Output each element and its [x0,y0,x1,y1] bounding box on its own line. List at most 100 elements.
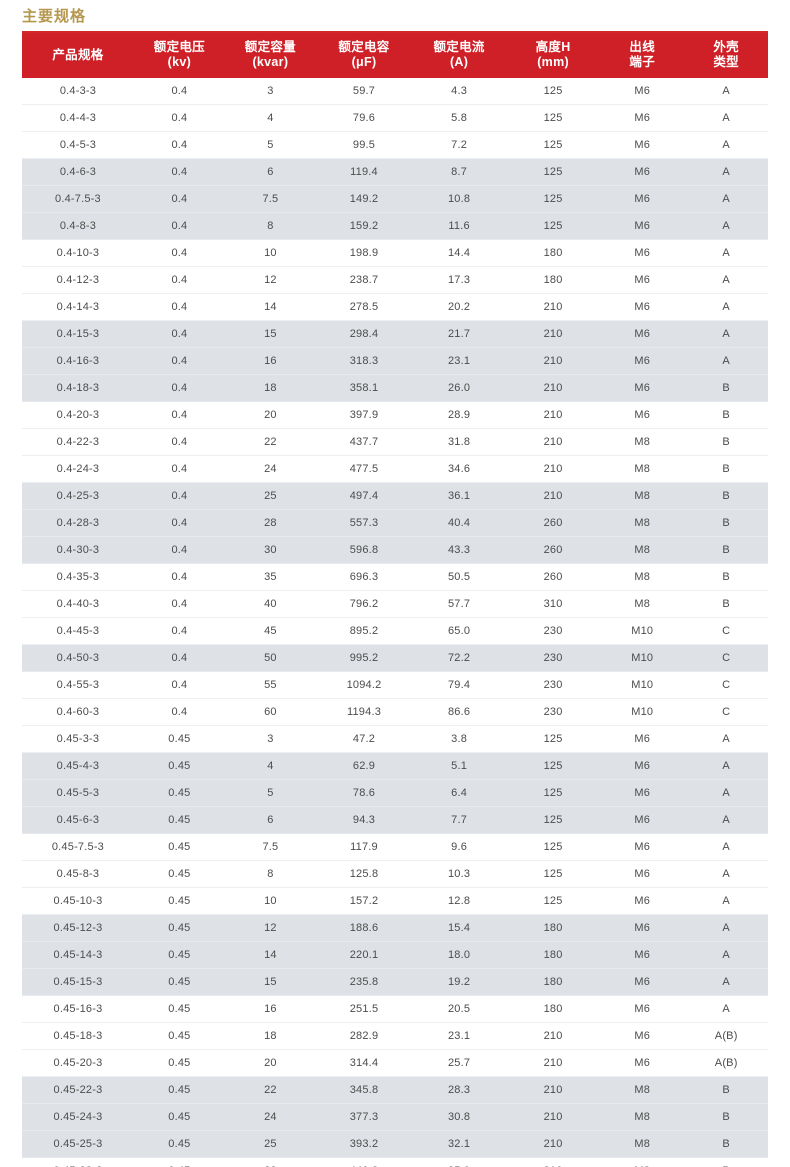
cell-height: 180 [506,995,601,1023]
cell-rated-voltage: 0.4 [133,428,225,456]
cell-rated-current: 36.1 [412,482,507,510]
cell-product-spec: 0.45-18-3 [22,1022,134,1050]
cell-rated-capacity: 20 [224,1049,316,1077]
table-body: 0.4-3-3 0.4 3 59.7 4.3 125 M6 A 0.4-4-3 0.4 4 79.6 5… [22,78,768,1167]
cell-rated-current: 15.4 [412,914,507,942]
cell-rated-capacitance: 62.9 [315,752,413,780]
cell-rated-voltage: 0.45 [133,1130,225,1158]
table-row: 0.4-15-3 0.4 15 298.4 21.7 210 M6 A [22,320,768,348]
cell-height: 260 [506,536,601,564]
cell-rated-capacitance: 159.2 [315,212,413,240]
cell-case-type: A [684,887,768,915]
cell-rated-capacitance: 314.4 [315,1049,413,1077]
cell-case-type: B [684,1130,768,1158]
cell-terminal: M6 [600,887,685,915]
cell-height: 125 [506,806,601,834]
cell-rated-capacitance: 198.9 [315,239,413,267]
table-row: 0.4-28-3 0.4 28 557.3 40.4 260 M8 B [22,509,768,537]
cell-product-spec: 0.45-7.5-3 [22,833,134,861]
cell-rated-capacity: 6 [224,158,316,186]
cell-terminal: M6 [600,374,685,402]
cell-height: 260 [506,563,601,591]
cell-height: 125 [506,212,601,240]
cell-product-spec: 0.4-60-3 [22,698,134,726]
table-row: 0.45-28-30.4528440.335.9210M8B [22,1157,768,1167]
cell-rated-voltage: 0.4 [133,671,225,699]
cell-case-type: A [684,752,768,780]
cell-product-spec: 0.4-14-3 [22,293,134,321]
table-row: 0.4-7.5-3 0.4 7.5 149.2 10.8 125 M6 A [22,185,768,213]
cell-rated-current: 14.4 [412,239,507,267]
cell-rated-current: 12.8 [412,887,507,915]
cell-rated-current: 40.4 [412,509,507,537]
column-header-terminal: 出线 端子 [600,33,685,78]
cell-rated-capacity: 24 [224,1103,316,1131]
cell-case-type: A [684,806,768,834]
column-header-name: 出线 [629,40,656,54]
cell-rated-current: 31.8 [412,428,507,456]
cell-rated-capacitance: 119.4 [315,158,413,186]
cell-product-spec: 0.4-22-3 [22,428,134,456]
column-header-unit: (kvar) [252,55,289,69]
table-row: 0.45-10-3 0.45 10 157.2 12.8 125 M6 A [22,887,768,915]
cell-height: 125 [506,833,601,861]
cell-height: 210 [506,455,601,483]
cell-terminal: M8 [600,509,685,537]
cell-rated-capacitance: 94.3 [315,806,413,834]
cell-case-type: A [684,293,768,321]
table-row: 0.45-3-3 0.45 3 47.2 3.8 125 M6 A [22,725,768,753]
cell-height: 210 [506,1022,601,1050]
cell-rated-current: 5.8 [412,104,507,132]
table-row: 0.4-60-3 0.4 60 1194.3 86.6 230 M10 C [22,698,768,726]
cell-rated-capacity: 8 [224,212,316,240]
cell-case-type: C [684,698,768,726]
cell-rated-capacity: 35 [224,563,316,591]
cell-terminal: M6 [600,806,685,834]
cell-rated-current: 32.1 [412,1130,507,1158]
cell-terminal: M8 [600,1103,685,1131]
table-row: 0.45-6-3 0.45 6 94.3 7.7 125 M6 A [22,806,768,834]
cell-terminal: M6 [600,320,685,348]
cell-rated-capacitance: 1194.3 [315,698,413,726]
cell-case-type: B [684,1157,768,1167]
cell-height: 125 [506,78,601,105]
column-header-unit: (kv) [167,55,192,69]
table-row: 0.45-18-3 0.45 18 282.9 23.1 210 M6 A(B) [22,1022,768,1050]
cell-case-type: B [684,428,768,456]
cell-product-spec: 0.45-25-3 [22,1130,134,1158]
cell-rated-current: 11.6 [412,212,507,240]
cell-product-spec: 0.4-4-3 [22,104,134,132]
cell-rated-capacity: 12 [224,266,316,294]
cell-case-type: A [684,78,768,105]
cell-rated-capacitance: 440.3 [315,1157,413,1167]
table-row: 0.45-20-3 0.45 20 314.4 25.7 210 M6 A(B) [22,1049,768,1077]
cell-case-type: A [684,914,768,942]
cell-rated-voltage: 0.4 [133,401,225,429]
cell-product-spec: 0.45-10-3 [22,887,134,915]
cell-height: 125 [506,158,601,186]
cell-case-type: B [684,1076,768,1104]
cell-height: 210 [506,374,601,402]
cell-rated-current: 28.9 [412,401,507,429]
cell-rated-capacity: 6 [224,806,316,834]
table-row: 0.45-8-3 0.45 8 125.8 10.3 125 M6 A [22,860,768,888]
table-row: 0.4-25-3 0.4 25 497.4 36.1 210 M8 B [22,482,768,510]
specifications-table: 产品规格 额定电压 (kv) 额定容量 (kvar) 额定电容 (μF) 额定电… [22,33,768,1167]
cell-rated-capacitance: 59.7 [315,78,413,105]
cell-rated-current: 79.4 [412,671,507,699]
cell-height: 125 [506,104,601,132]
cell-rated-capacitance: 477.5 [315,455,413,483]
column-header-unit: 端子 [629,55,656,69]
cell-terminal: M8 [600,536,685,564]
cell-rated-voltage: 0.45 [133,752,225,780]
cell-rated-capacity: 25 [224,482,316,510]
column-header-name: 产品规格 [52,47,104,62]
column-header-name: 额定容量 [244,40,296,54]
cell-rated-capacity: 28 [224,509,316,537]
cell-product-spec: 0.45-3-3 [22,725,134,753]
cell-rated-voltage: 0.4 [133,347,225,375]
cell-terminal: M8 [600,1130,685,1158]
table-row: 0.4-5-3 0.4 5 99.5 7.2 125 M6 A [22,131,768,159]
cell-product-spec: 0.4-50-3 [22,644,134,672]
cell-rated-voltage: 0.4 [133,78,225,105]
